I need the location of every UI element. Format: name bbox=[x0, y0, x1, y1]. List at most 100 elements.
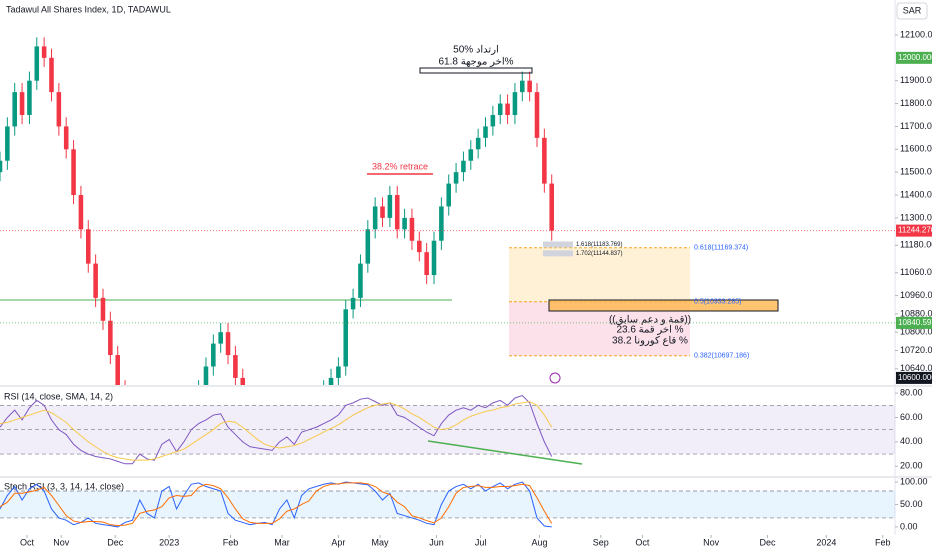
candle-body bbox=[497, 103, 503, 115]
candle-body bbox=[490, 114, 496, 127]
indicator-pane bbox=[0, 394, 895, 465]
y-tick-label: 40.00 bbox=[900, 436, 923, 446]
candle-body bbox=[19, 92, 25, 115]
candle-body bbox=[336, 366, 341, 378]
candle-body bbox=[56, 92, 62, 127]
candle-body bbox=[431, 240, 437, 276]
candle-body bbox=[409, 217, 415, 241]
candle-body bbox=[542, 137, 547, 184]
candle-body bbox=[49, 57, 54, 93]
y-tick-label: 11060.000 bbox=[900, 267, 932, 277]
rsi-title: RSI (14, close, SMA, 14, 2) bbox=[4, 391, 113, 401]
candle-body bbox=[461, 160, 466, 173]
price-label-box bbox=[896, 224, 932, 237]
x-tick-label: Oct bbox=[635, 537, 650, 547]
candle-body bbox=[402, 217, 407, 230]
indicator-line bbox=[0, 394, 553, 465]
y-tick-label: 11900.000 bbox=[900, 75, 932, 85]
candle-body bbox=[527, 80, 532, 93]
currency[interactable]: SAR bbox=[903, 5, 922, 15]
y-tick-label: 12100.000 bbox=[900, 29, 932, 39]
candle-body bbox=[34, 46, 40, 81]
candle-body bbox=[108, 320, 113, 356]
x-tick-label: Dec bbox=[107, 537, 124, 547]
extension-mark bbox=[543, 241, 573, 248]
candle-body bbox=[5, 126, 10, 161]
x-tick-label: Nov bbox=[703, 537, 720, 547]
event-icon[interactable] bbox=[549, 372, 561, 384]
candle-body bbox=[12, 92, 17, 127]
candle-body bbox=[380, 206, 385, 218]
annotation: اخر قمة 23.6 % bbox=[616, 325, 683, 336]
candle-body bbox=[78, 195, 84, 230]
candle-body bbox=[328, 377, 334, 385]
candle-body bbox=[343, 309, 349, 367]
candle-body bbox=[365, 229, 371, 264]
candle-body bbox=[534, 92, 540, 138]
y-tick-label: 11400.000 bbox=[900, 189, 932, 199]
chart-title: Tadawul All Shares Index, 1D, TADAWUL bbox=[6, 4, 171, 14]
y-tick-label: 11500.000 bbox=[900, 167, 932, 177]
candle-body bbox=[211, 343, 216, 367]
candle-body bbox=[453, 172, 459, 184]
y-tick-label: 11700.000 bbox=[900, 121, 932, 131]
price-label: 10840.597 bbox=[898, 318, 932, 327]
x-tick-label: 2024 bbox=[816, 537, 836, 547]
y-tick-label: 10960.000 bbox=[900, 290, 932, 300]
candle-body bbox=[93, 263, 98, 298]
candle-body bbox=[41, 46, 47, 58]
annotation: 50% ارتداد bbox=[453, 45, 499, 56]
x-tick-label: Jun bbox=[429, 537, 444, 547]
support-box bbox=[548, 299, 779, 312]
y-tick-label: 10720.000 bbox=[900, 345, 932, 355]
y-tick-label: 10880.000 bbox=[900, 308, 932, 318]
x-tick-label: Jul bbox=[475, 537, 487, 547]
x-tick-label: 2023 bbox=[159, 537, 179, 547]
y-tick-label: 20.00 bbox=[900, 461, 923, 471]
y-tick-label: 100.00 bbox=[900, 476, 928, 486]
x-tick-label: Feb bbox=[875, 537, 891, 547]
candle-body bbox=[100, 297, 106, 321]
candle-body bbox=[475, 137, 481, 150]
y-tick-label: 11600.000 bbox=[900, 144, 932, 154]
stoch-title: Stoch RSI (3, 3, 14, 14, close) bbox=[4, 481, 124, 491]
candle-body bbox=[483, 126, 488, 138]
x-tick-label: Mar bbox=[274, 537, 290, 547]
y-tick-label: 50.00 bbox=[900, 499, 923, 509]
wave-box bbox=[419, 67, 533, 74]
candle-body bbox=[417, 240, 422, 253]
price-label: 12000.000 bbox=[898, 53, 932, 62]
y-tick-label: 0.00 bbox=[900, 521, 918, 531]
candle-body bbox=[520, 80, 525, 93]
x-tick-label: Apr bbox=[331, 537, 345, 547]
candle-body bbox=[218, 332, 223, 344]
indicator-line bbox=[0, 401, 553, 461]
candle-body bbox=[71, 149, 76, 196]
price-label-box bbox=[896, 371, 932, 384]
candle-body bbox=[446, 183, 452, 207]
x-tick-label: Sep bbox=[593, 537, 609, 547]
currency-box[interactable] bbox=[896, 2, 928, 20]
candle-body bbox=[350, 297, 356, 310]
y-tick-label: 10640.000 bbox=[900, 363, 932, 373]
candle-body bbox=[240, 377, 246, 385]
annotation: اخر موجهة 61.8% bbox=[438, 57, 513, 68]
band-fill bbox=[0, 491, 895, 518]
candle-body bbox=[233, 355, 238, 378]
candle-body bbox=[372, 206, 378, 230]
candle-body bbox=[424, 252, 429, 276]
indicator-pane bbox=[0, 481, 895, 528]
candle-body bbox=[468, 149, 474, 161]
x-tick-label: Nov bbox=[53, 537, 70, 547]
fib-label: 0.5(10933.285) bbox=[694, 299, 741, 306]
price-label-box bbox=[896, 51, 932, 64]
x-tick-label: Aug bbox=[531, 537, 547, 547]
candle-body bbox=[225, 332, 231, 356]
price-label-box bbox=[896, 316, 932, 329]
y-tick-label: 80.00 bbox=[900, 387, 923, 397]
extension-mark bbox=[543, 250, 573, 257]
extension-label: 1.702(11144.837) bbox=[576, 251, 622, 257]
x-tick-label: Dec bbox=[759, 537, 776, 547]
